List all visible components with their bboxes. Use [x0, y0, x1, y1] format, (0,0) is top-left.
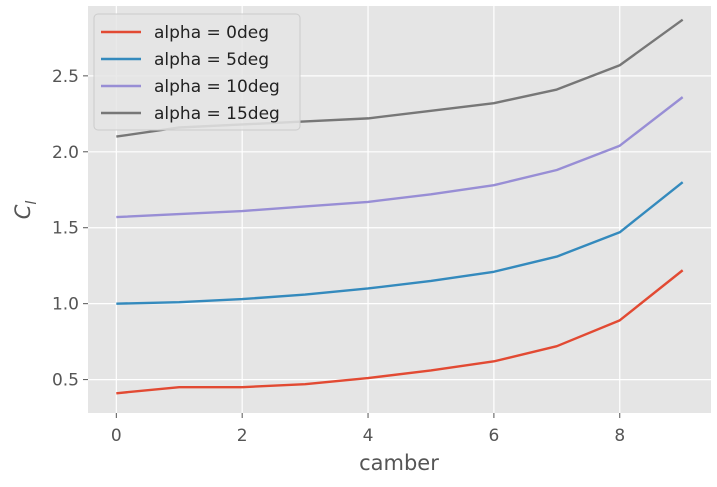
legend-frame [93, 13, 301, 131]
x-tick-label: 2 [237, 426, 248, 446]
legend-label-0: alpha = 0deg [154, 23, 269, 43]
y-tick-label: 0.5 [52, 371, 79, 391]
x-tick-label: 6 [488, 426, 499, 446]
grid-lines [88, 6, 711, 413]
y-axis-label-main: C [11, 204, 35, 219]
legend-label-1: alpha = 5deg [154, 50, 269, 70]
x-tick-label: 4 [363, 426, 374, 446]
x-tick-label: 0 [111, 426, 122, 446]
y-tick-label: 2.5 [52, 67, 79, 87]
y-tick-label: 1.5 [52, 219, 79, 239]
legend: alpha = 0deg alpha = 5deg alpha = 10deg alp… [93, 13, 301, 131]
series-line-0 [116, 269, 684, 395]
y-axis-label: Cl [11, 201, 40, 220]
x-axis-label: camber [359, 451, 439, 475]
x-tick-label: 8 [614, 426, 625, 446]
series-line-1 [116, 181, 684, 305]
x-axis-ticks: 0 2 4 6 8 [111, 413, 625, 446]
y-tick-label: 1.0 [52, 295, 79, 315]
series-line-2 [116, 96, 684, 219]
y-axis-ticks: 0.5 1.0 1.5 2.0 2.5 [52, 67, 88, 391]
legend-label-3: alpha = 15deg [154, 104, 280, 124]
y-tick-label: 2.0 [52, 143, 79, 163]
y-axis-label-sub: l [24, 201, 40, 205]
legend-label-2: alpha = 10deg [154, 77, 280, 97]
